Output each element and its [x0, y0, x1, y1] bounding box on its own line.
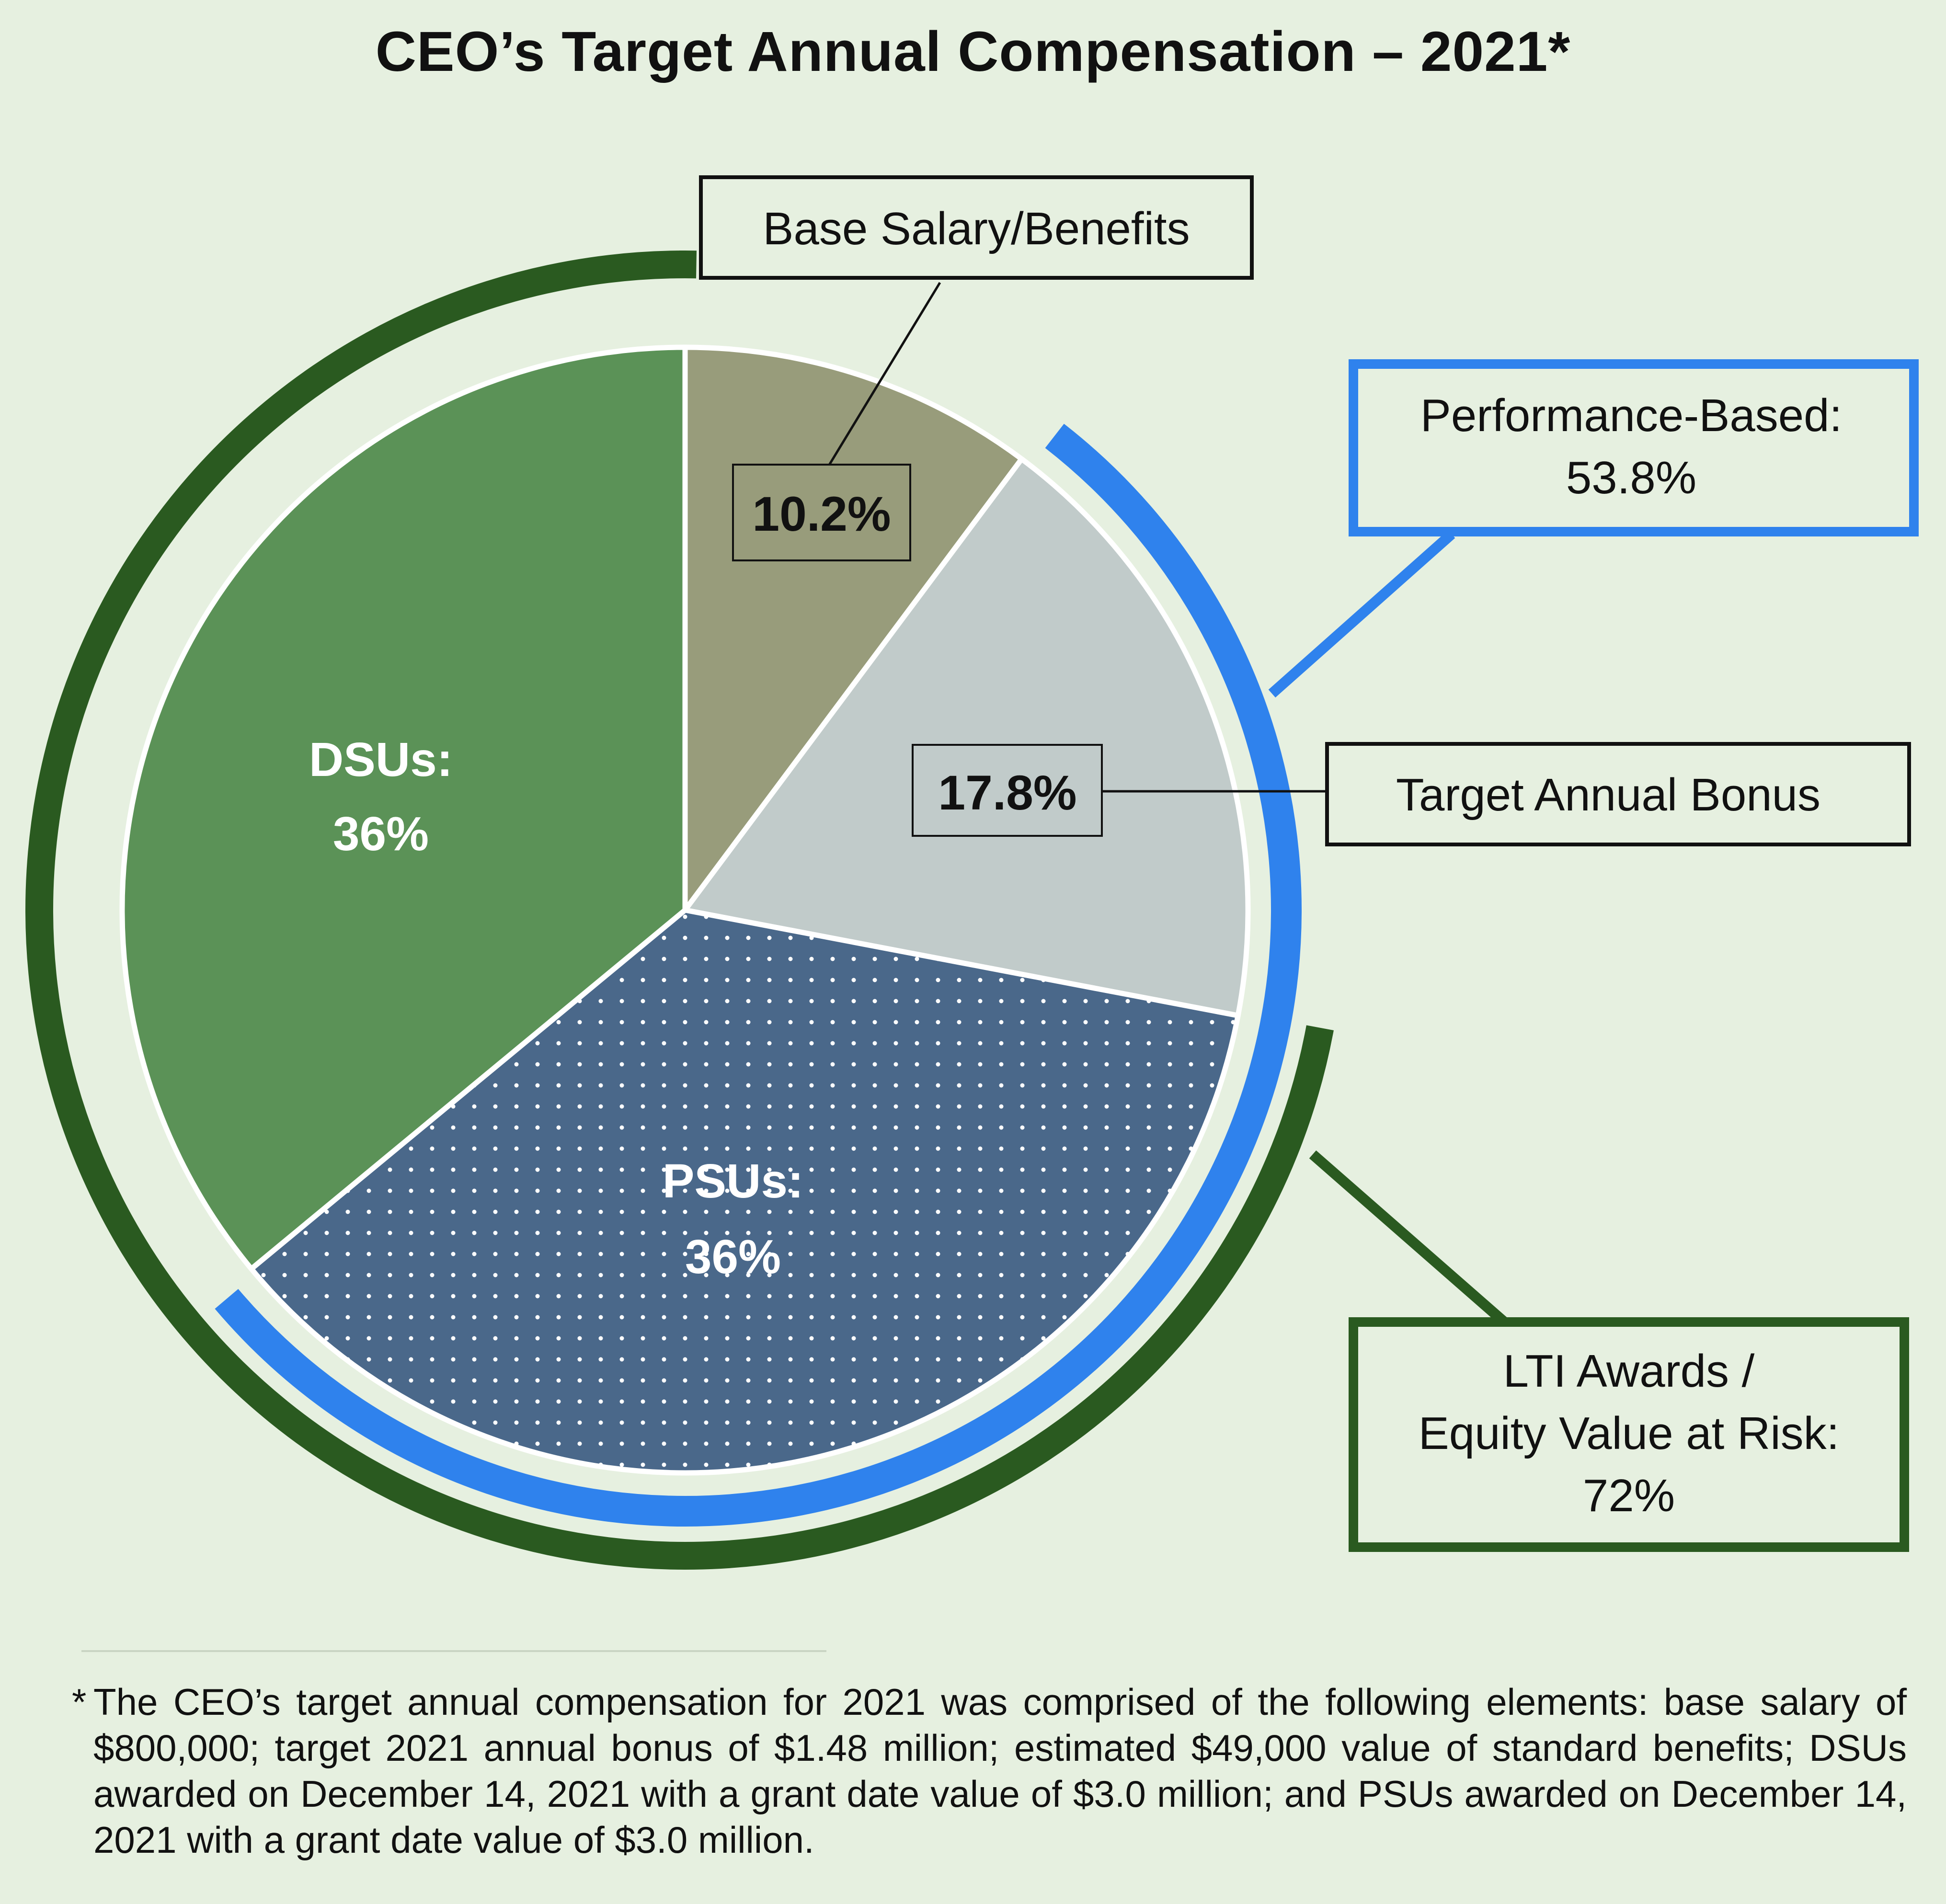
- callout-box-target-bonus: [1325, 742, 1911, 846]
- chart-title: CEO’s Target Annual Compensation – 2021*: [375, 20, 1571, 83]
- value-box-base-salary: [732, 464, 911, 561]
- connector-performance-based: [1268, 530, 1455, 698]
- lti-awards-title-line1: LTI Awards /: [1503, 1345, 1755, 1397]
- slice-target-bonus: [682, 456, 1251, 1018]
- slice-psus: [249, 907, 1241, 1476]
- callout-box-performance-based: [1349, 359, 1919, 536]
- callout-label-target-bonus: Target Annual Bonus: [1396, 769, 1820, 821]
- value-label-target-bonus: 17.8%: [938, 765, 1076, 820]
- value-label-base-salary: 10.2%: [752, 487, 891, 541]
- footnote-marker: *: [72, 1681, 87, 1723]
- callout-box-base-salary: [699, 175, 1254, 280]
- performance-based-title: Performance-Based:: [1420, 390, 1842, 441]
- connector-base-salary: [827, 282, 941, 467]
- dsus-label-name: DSUs:: [309, 733, 453, 787]
- performance-based-ring: [215, 423, 1302, 1527]
- value-box-target-bonus: [912, 744, 1103, 837]
- footnote: * The CEO’s target annual compensation f…: [72, 1679, 1907, 1863]
- lti-awards-title-line2: Equity Value at Risk:: [1419, 1408, 1840, 1459]
- psus-label-name: PSUs:: [663, 1154, 804, 1208]
- psus-label-value: 36%: [685, 1230, 781, 1284]
- performance-based-value: 53.8%: [1566, 452, 1696, 503]
- dsus-label-value: 36%: [333, 807, 429, 861]
- lti-awards-ring: [25, 251, 1334, 1570]
- slice-dsus: [119, 344, 688, 1272]
- callout-box-lti-awards: [1349, 1317, 1909, 1552]
- connector-lti-awards: [1309, 1150, 1508, 1326]
- footnote-divider: [81, 1650, 826, 1652]
- footnote-text: The CEO’s target annual compensation for…: [93, 1681, 1907, 1861]
- callout-label-base-salary: Base Salary/Benefits: [763, 203, 1190, 254]
- lti-awards-value: 72%: [1583, 1470, 1675, 1521]
